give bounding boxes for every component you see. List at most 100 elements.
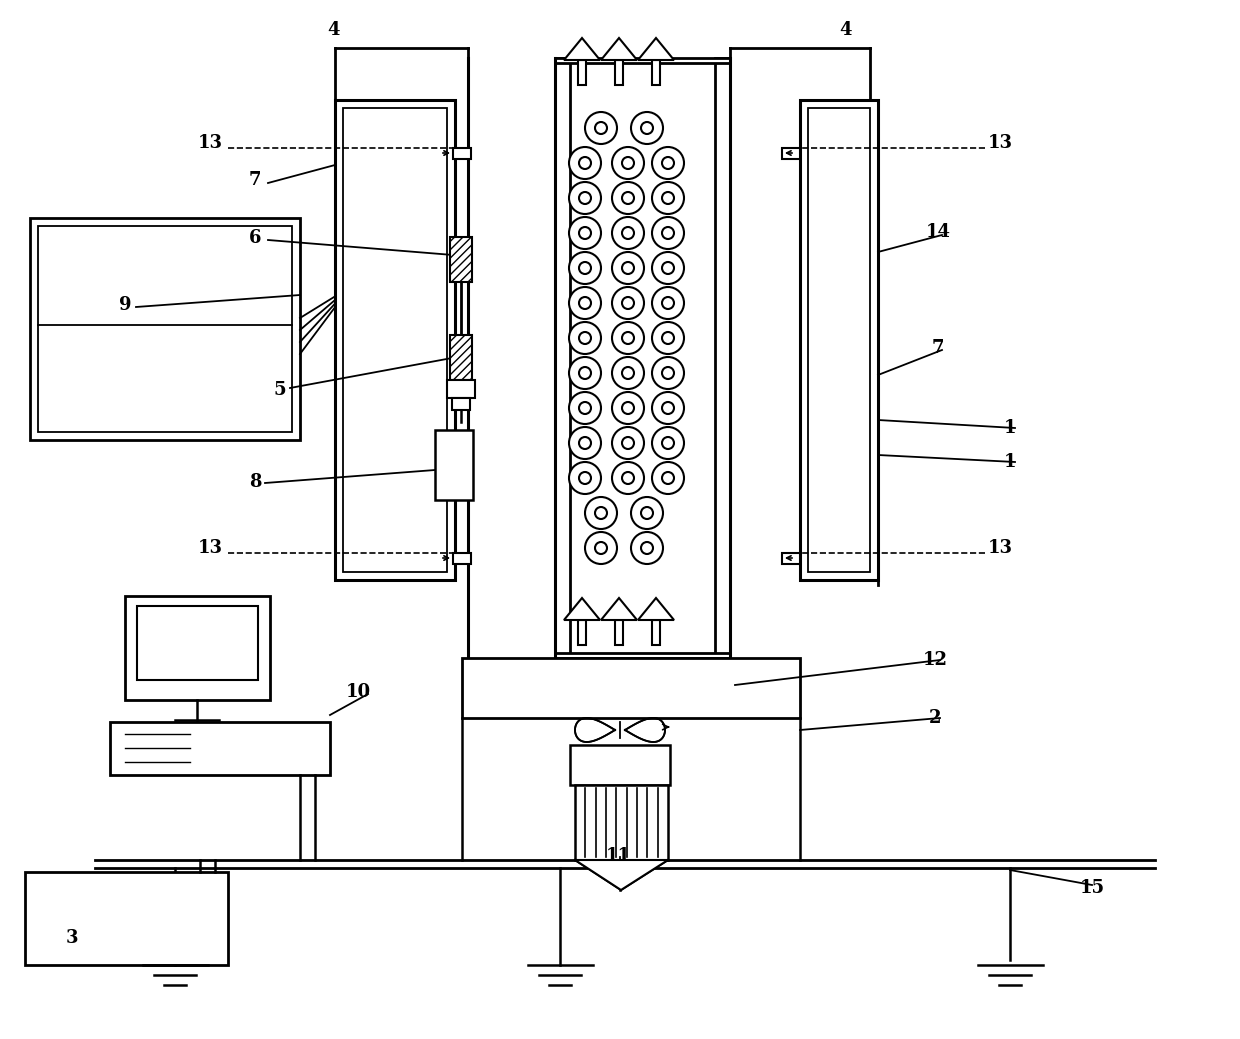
- Circle shape: [662, 297, 675, 309]
- Bar: [715, 58, 730, 658]
- Circle shape: [622, 227, 634, 239]
- Circle shape: [579, 227, 591, 239]
- Circle shape: [622, 157, 634, 169]
- Circle shape: [579, 367, 591, 379]
- Bar: [125, 596, 270, 700]
- Circle shape: [569, 427, 601, 459]
- Text: 12: 12: [923, 651, 947, 669]
- Circle shape: [622, 297, 634, 309]
- Circle shape: [569, 217, 601, 249]
- Bar: [556, 58, 570, 658]
- Circle shape: [662, 472, 675, 484]
- Circle shape: [652, 217, 684, 249]
- Circle shape: [595, 507, 608, 520]
- Text: 2: 2: [929, 709, 941, 727]
- Bar: [343, 108, 446, 572]
- Bar: [556, 652, 730, 658]
- Circle shape: [569, 392, 601, 424]
- Circle shape: [622, 367, 634, 379]
- Text: 15: 15: [1080, 879, 1105, 897]
- Text: 9: 9: [119, 296, 131, 314]
- Circle shape: [641, 507, 653, 520]
- Circle shape: [579, 262, 591, 274]
- Circle shape: [613, 287, 644, 319]
- Text: 8: 8: [249, 473, 262, 491]
- Circle shape: [569, 146, 601, 179]
- Circle shape: [652, 322, 684, 354]
- Text: 1: 1: [1003, 453, 1017, 471]
- Circle shape: [585, 112, 618, 144]
- Circle shape: [662, 367, 675, 379]
- Text: 11: 11: [605, 847, 630, 865]
- Bar: [450, 237, 472, 282]
- Bar: [615, 60, 622, 85]
- Bar: [453, 398, 470, 410]
- Circle shape: [613, 217, 644, 249]
- Bar: [575, 785, 668, 860]
- Circle shape: [641, 542, 653, 554]
- Bar: [110, 722, 330, 775]
- Circle shape: [622, 192, 634, 204]
- Bar: [578, 620, 587, 645]
- Circle shape: [622, 437, 634, 449]
- Circle shape: [613, 392, 644, 424]
- Bar: [25, 872, 228, 965]
- Polygon shape: [564, 38, 600, 60]
- Circle shape: [613, 252, 644, 284]
- Circle shape: [652, 146, 684, 179]
- Circle shape: [652, 462, 684, 494]
- Text: 1: 1: [1003, 419, 1017, 437]
- Circle shape: [662, 262, 675, 274]
- Bar: [800, 100, 878, 580]
- Circle shape: [569, 252, 601, 284]
- Circle shape: [579, 437, 591, 449]
- Circle shape: [631, 532, 663, 564]
- Circle shape: [652, 357, 684, 389]
- Circle shape: [579, 157, 591, 169]
- Bar: [446, 380, 475, 398]
- Text: 4: 4: [327, 21, 340, 39]
- Bar: [808, 108, 870, 572]
- Bar: [463, 658, 800, 718]
- Polygon shape: [575, 860, 668, 890]
- Circle shape: [579, 402, 591, 414]
- Circle shape: [613, 462, 644, 494]
- Polygon shape: [639, 38, 675, 60]
- Text: 13: 13: [197, 134, 222, 152]
- Bar: [782, 148, 800, 159]
- Circle shape: [569, 287, 601, 319]
- Circle shape: [662, 157, 675, 169]
- Text: 7: 7: [931, 339, 944, 357]
- Circle shape: [662, 402, 675, 414]
- Circle shape: [613, 427, 644, 459]
- Bar: [335, 100, 455, 580]
- Polygon shape: [601, 598, 637, 620]
- Circle shape: [579, 332, 591, 344]
- Circle shape: [613, 182, 644, 214]
- Circle shape: [622, 472, 634, 484]
- Bar: [450, 335, 472, 380]
- Circle shape: [662, 332, 675, 344]
- Text: 13: 13: [197, 539, 222, 557]
- Bar: [435, 430, 472, 500]
- Bar: [453, 148, 471, 159]
- Circle shape: [652, 427, 684, 459]
- Circle shape: [631, 112, 663, 144]
- Circle shape: [585, 497, 618, 529]
- Bar: [578, 60, 587, 85]
- Circle shape: [622, 332, 634, 344]
- Circle shape: [662, 437, 675, 449]
- Circle shape: [569, 322, 601, 354]
- Polygon shape: [564, 598, 600, 620]
- Text: 13: 13: [987, 539, 1013, 557]
- Polygon shape: [601, 38, 637, 60]
- Circle shape: [579, 192, 591, 204]
- Text: 4: 4: [838, 21, 851, 39]
- Circle shape: [595, 542, 608, 554]
- Bar: [30, 218, 300, 439]
- Circle shape: [569, 182, 601, 214]
- Circle shape: [585, 532, 618, 564]
- Bar: [652, 60, 660, 85]
- Text: 3: 3: [66, 929, 78, 947]
- Circle shape: [622, 402, 634, 414]
